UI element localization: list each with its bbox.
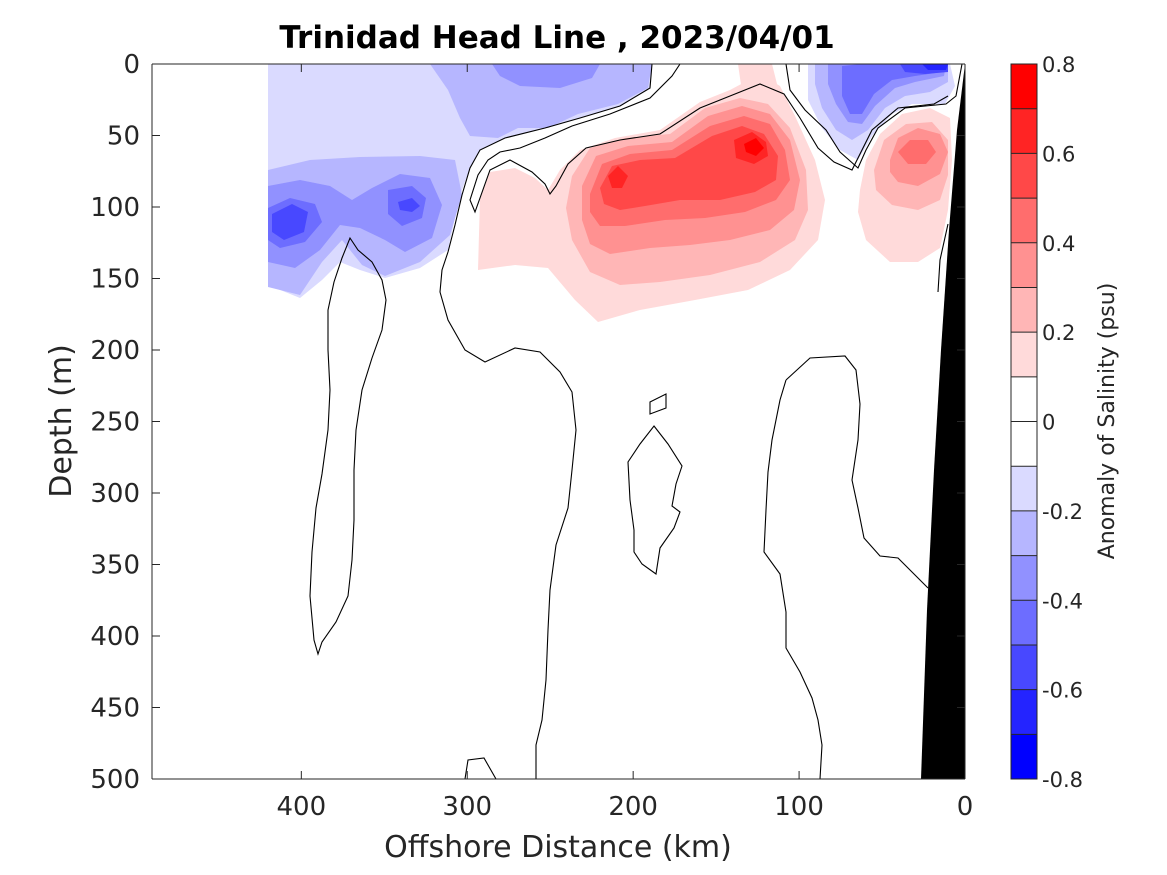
colorbar-tick-label: 0.6 — [1042, 142, 1075, 166]
colorbar-level — [1011, 242, 1037, 288]
x-axis-ticks: 400 300 200 100 0 — [277, 64, 974, 822]
bathymetry-seafloor — [921, 64, 965, 779]
neg-anomaly-core-a-inner — [272, 204, 308, 240]
colorbar-label: Anomaly of Salinity (psu) — [1095, 283, 1120, 560]
neg-anomaly-nearshore-06 — [922, 64, 948, 70]
zero-contours — [309, 64, 963, 779]
y-tick-label: 200 — [90, 336, 140, 366]
zero-contour-mid-lens — [627, 425, 683, 575]
colorbar-level — [1011, 287, 1037, 333]
colorbar-level — [1011, 108, 1037, 154]
colorbar-level — [1011, 644, 1037, 690]
zero-contour-bottom — [464, 757, 497, 779]
colorbar-ticks: 0.8 0.6 0.4 0.2 0 -0.2 -0.4 -0.6 -0.8 — [1042, 53, 1083, 792]
colorbar-tick-label: 0 — [1042, 411, 1055, 435]
colorbar-level — [1011, 555, 1037, 601]
zero-contour-shelf — [469, 64, 949, 214]
x-tick-label: 400 — [277, 792, 327, 822]
y-tick-label: 300 — [90, 479, 140, 509]
colorbar-level — [1011, 376, 1037, 422]
y-tick-label: 150 — [90, 265, 140, 295]
colorbar-level — [1011, 689, 1037, 735]
neg-anomaly-offshore-surface — [430, 64, 652, 138]
colorbar-level — [1011, 466, 1037, 511]
y-tick-label: 250 — [90, 408, 140, 438]
colorbar — [1011, 64, 1037, 779]
y-axis-ticks: 0 50 100 150 200 250 300 350 400 450 500 — [90, 50, 965, 795]
colorbar-level — [1011, 198, 1037, 243]
colorbar-tick-label: -0.4 — [1042, 589, 1083, 613]
zero-contour-inshore — [785, 355, 929, 589]
x-tick-label: 100 — [774, 792, 824, 822]
x-tick-label: 300 — [442, 792, 492, 822]
neg-anomaly-core-b-inner — [398, 198, 420, 212]
contour-fills — [268, 64, 955, 322]
y-tick-label: 450 — [90, 694, 140, 724]
colorbar-level — [1011, 734, 1037, 779]
colorbar-tick-label: -0.6 — [1042, 679, 1083, 703]
y-tick-label: 350 — [90, 551, 140, 581]
colorbar-tick-label: 0.2 — [1042, 321, 1075, 345]
colorbar-frame — [1010, 63, 1038, 780]
neg-anomaly-nearshore-04 — [842, 64, 942, 114]
pos-anomaly-surface-tongue — [738, 64, 778, 96]
x-axis-label: Offshore Distance (km) — [384, 830, 732, 865]
zero-contour-nearshore — [785, 64, 963, 169]
pos-anomaly-midshelf-05 — [600, 126, 778, 210]
y-tick-label: 50 — [107, 122, 140, 152]
zero-contour-offshore-lens — [309, 236, 387, 656]
neg-anomaly-offshore-surface-core — [492, 64, 600, 88]
y-tick-label: 100 — [90, 193, 140, 223]
colorbar-tick-label: -0.2 — [1042, 500, 1083, 524]
pos-anomaly-midshelf-06b — [608, 166, 628, 188]
colorbar-level — [1011, 510, 1037, 556]
colorbar-level — [1011, 600, 1037, 645]
colorbar-tick-label: 0.4 — [1042, 232, 1075, 256]
zero-contour-inshore-lower — [763, 379, 823, 779]
colorbar-level — [1011, 332, 1037, 377]
colorbar-level — [1011, 421, 1037, 467]
y-tick-label: 0 — [123, 50, 140, 80]
colorbar-tick-label: 0.8 — [1042, 53, 1075, 77]
y-axis-label: Depth (m) — [44, 344, 79, 498]
colorbar-level — [1011, 153, 1037, 199]
zero-contour-shelf-edge — [937, 223, 949, 293]
colorbar-tick-label: -0.8 — [1042, 768, 1083, 792]
zero-contour-small-lens — [649, 393, 667, 415]
x-tick-label: 200 — [608, 792, 658, 822]
colorbar-level — [1011, 64, 1037, 109]
zero-contour-main — [439, 64, 653, 779]
pos-anomaly-nearshore-04 — [898, 140, 936, 164]
chart-title: Trinidad Head Line , 2023/04/01 — [279, 20, 834, 56]
x-tick-label: 0 — [957, 792, 974, 822]
y-tick-label: 500 — [90, 765, 140, 795]
pos-anomaly-midshelf-07 — [744, 138, 764, 156]
y-tick-label: 400 — [90, 622, 140, 652]
